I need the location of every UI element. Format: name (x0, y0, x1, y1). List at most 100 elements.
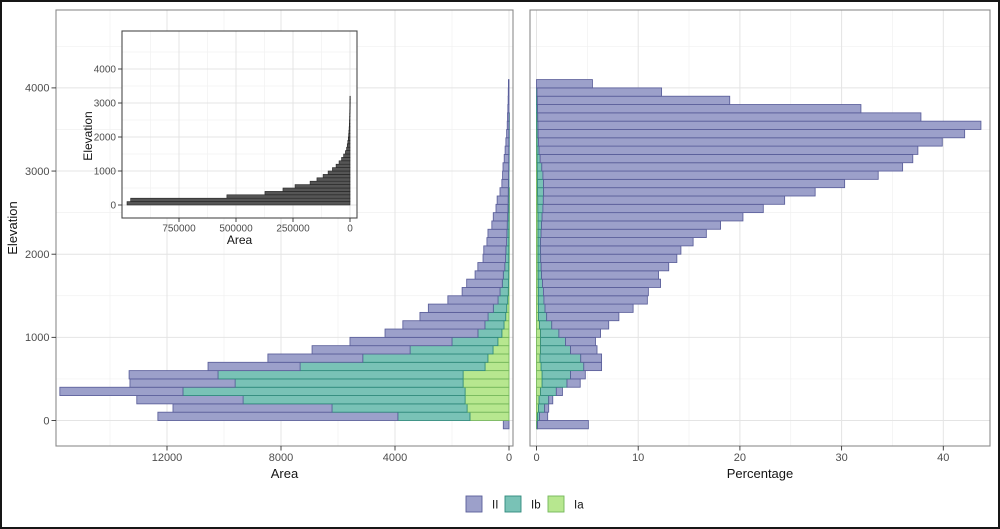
y-tick-label: 4000 (25, 83, 49, 95)
left-panel-bar-II (207, 361, 301, 372)
right-panel-bar-II (565, 336, 596, 347)
left-panel-bar-II (492, 212, 509, 222)
right-panel-bar-II (536, 95, 731, 105)
left-panel-bar-Ia (484, 361, 510, 372)
right-panel-bar-Ib (537, 270, 543, 280)
right-panel-bar-Ib (541, 370, 571, 380)
right-panel-bar-Ib (537, 203, 544, 214)
right-panel-bar-Ib (536, 178, 544, 189)
left-panel-bar-Ib (362, 353, 489, 363)
right-panel-bar-II (546, 311, 620, 322)
right-panel-bar-Ib (539, 320, 553, 330)
left-x-tick-label: 8000 (269, 452, 293, 464)
right-panel-bar-Ib (536, 162, 543, 172)
inset-bar (343, 153, 351, 158)
left-panel-bar-II (506, 129, 510, 139)
right-panel-bar-Ia (536, 378, 543, 388)
right-panel-bar-II (539, 411, 549, 421)
left-panel-bar-II (474, 270, 504, 280)
right-panel-bar-Ib (537, 262, 542, 272)
right-panel-bar-II (541, 220, 722, 230)
right-panel-bar-II (542, 287, 649, 297)
right-x-axis-title: Percentage (727, 466, 794, 481)
right-panel-bar-II (537, 104, 862, 114)
left-panel-bar-II (172, 403, 333, 413)
legend-label-II: II (492, 500, 498, 512)
right-panel-bar-II (555, 386, 563, 396)
y-tick-label: 1000 (25, 332, 49, 344)
right-panel-bar-II (540, 237, 694, 247)
inset-bar (130, 197, 351, 202)
left-panel-bar-II (502, 162, 510, 172)
left-panel-bar-II (419, 311, 489, 322)
right-panel-bar-II (537, 112, 922, 122)
right-panel-bar-Ib (541, 378, 568, 388)
inset-bar (346, 143, 351, 148)
left-panel-bar-Ib (477, 328, 503, 338)
left-panel-bar-II (507, 95, 510, 105)
left-panel-bar-II (461, 287, 501, 297)
right-panel-bar-Ia (536, 370, 543, 380)
inset-bar (327, 170, 351, 175)
left-panel-bar-II (505, 137, 510, 147)
inset-x-tick-label: 0 (347, 224, 353, 235)
right-panel-bar-Ib (538, 395, 550, 405)
right-panel-bar-Ib (537, 295, 545, 305)
left-panel-bar-Ib (234, 378, 464, 388)
left-panel-bar-Ib (299, 361, 486, 372)
left-panel-bar-II (384, 328, 479, 338)
right-panel-bar-Ib (538, 303, 546, 313)
right-panel-bar-Ia (536, 320, 540, 330)
left-panel-bar-Ib (397, 411, 471, 421)
right-panel-bar-II (537, 420, 589, 430)
legend-swatch-Ib (504, 495, 522, 513)
right-panel-bar-Ia (536, 345, 541, 355)
left-panel-bar-II (486, 237, 508, 247)
left-panel-bar-II (502, 420, 510, 430)
inset-bar (345, 150, 351, 155)
inset-bar (338, 160, 351, 165)
legend-label-Ia: Ia (574, 500, 584, 512)
left-panel-bar-II (502, 170, 509, 180)
right-panel-bar-Ib (537, 212, 543, 222)
y-tick-label: 2000 (25, 249, 49, 261)
inset-bar (294, 184, 351, 189)
inset-y-tick-label: 2000 (94, 132, 117, 143)
inset-bar (226, 194, 351, 199)
left-panel-bar-II (128, 370, 219, 380)
right-panel-bar-II (541, 212, 744, 222)
left-x-tick-label: 12000 (152, 452, 183, 464)
right-panel-bar-Ib (538, 311, 548, 322)
left-panel-bar-Ib (484, 320, 505, 330)
left-panel-bar-Ia (466, 403, 510, 413)
left-panel-bar-Ia (492, 345, 510, 355)
left-panel-bar-Ia (501, 328, 510, 338)
inset-bar (309, 180, 351, 185)
inset-bar (322, 174, 351, 179)
left-panel-border (55, 9, 514, 447)
right-panel-bar-Ib (537, 278, 543, 288)
inset-y-tick-label: 3000 (94, 98, 117, 109)
inset-x-tick-label: 500000 (219, 224, 253, 235)
left-panel-bar-II (129, 378, 236, 388)
right-panel-bar-II (536, 79, 593, 89)
left-panel-bar-Ib (409, 345, 494, 355)
inset-bar (347, 140, 351, 145)
right-panel-bar-Ia (536, 328, 541, 338)
inset-bar (341, 157, 351, 162)
inset-x-tick-label: 750000 (162, 224, 196, 235)
right-panel-bar-Ib (537, 220, 543, 230)
inset-bar (282, 187, 351, 192)
right-panel-bar-II (537, 120, 982, 130)
y-tick-label: 3000 (25, 166, 49, 178)
y-tick-label: 0 (43, 415, 49, 427)
right-x-tick-label: 30 (835, 452, 847, 464)
inset-bar (348, 129, 351, 134)
left-panel-bar-II (157, 411, 399, 421)
right-panel-bar-II (538, 137, 943, 147)
right-panel-bar-II (558, 328, 601, 338)
right-panel-bar-II (538, 145, 919, 155)
left-panel-bar-Ia (497, 336, 510, 347)
left-panel-bar-Ib (504, 262, 510, 272)
